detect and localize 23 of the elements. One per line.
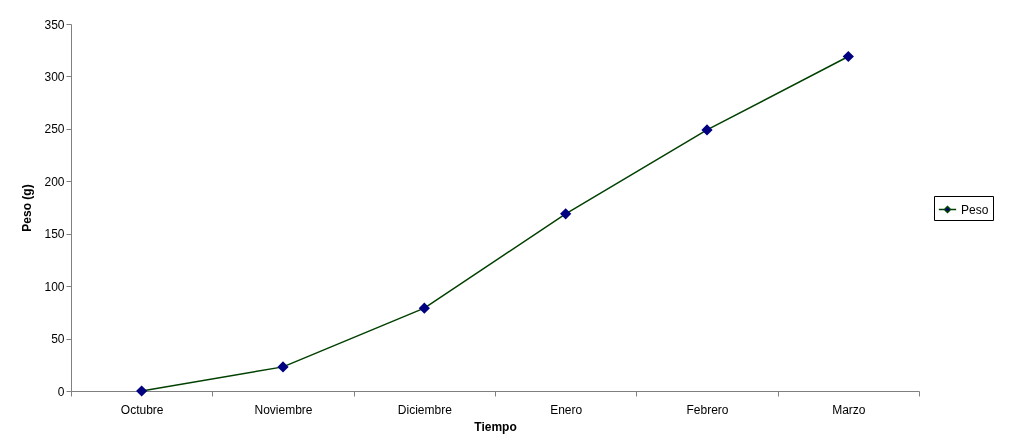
point (843, 51, 854, 62)
x-tick-label: Enero (550, 402, 583, 417)
y-tick-label: 150 (44, 227, 65, 242)
y-tick-label: 0 (57, 384, 65, 399)
y-tick-label: 50 (51, 332, 65, 347)
x-tick-label: Noviembre (254, 402, 313, 417)
y-tick-label: 100 (44, 279, 65, 294)
x-tick-label: Diciembre (397, 402, 453, 417)
y-tick-label: 300 (44, 69, 65, 84)
y-axis-title: Peso (g) (20, 184, 35, 232)
y-tick-label: 200 (44, 174, 65, 189)
x-tick-label: Octubre (120, 402, 164, 417)
point (277, 361, 289, 373)
x-axis-title: Tiempo (474, 419, 517, 434)
x-tick-label: Febrero (686, 402, 729, 417)
y-tick-label: 350 (44, 17, 65, 32)
legend-label: Peso (961, 202, 989, 217)
point (560, 208, 571, 219)
y-tick-label: 250 (44, 122, 65, 137)
point (419, 302, 430, 314)
point (701, 124, 713, 136)
x-tick-label: Marzo (832, 402, 866, 417)
point (136, 385, 147, 397)
